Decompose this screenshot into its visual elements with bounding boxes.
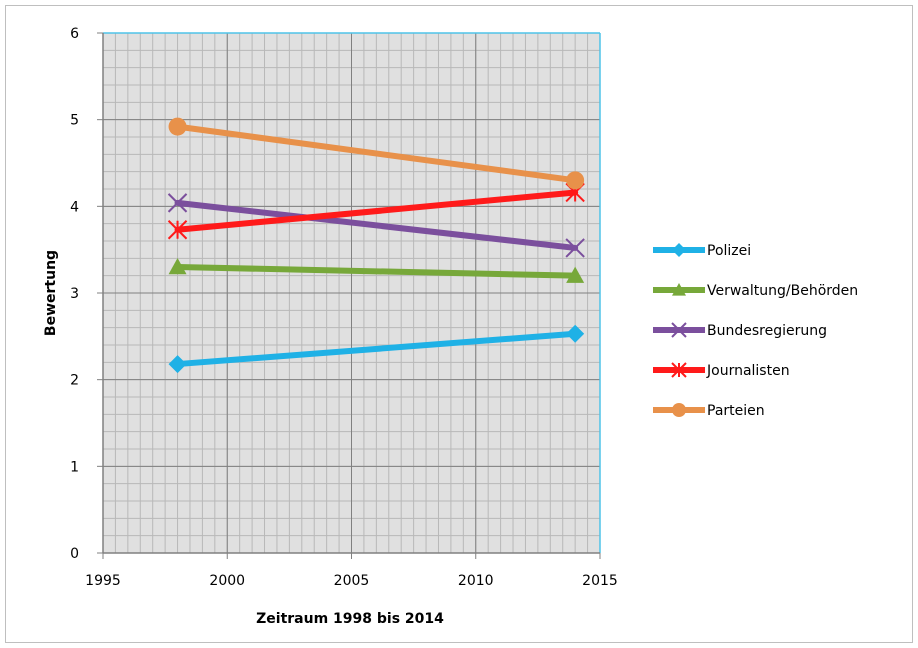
data-point	[167, 193, 188, 213]
y-tick-label: 4	[70, 199, 79, 215]
series-line	[174, 199, 579, 251]
legend-label: Bundesregierung	[707, 323, 827, 339]
y-tick-label: 0	[70, 546, 79, 562]
x-tick-label: 2010	[458, 573, 494, 589]
x-tick-label: 2015	[582, 573, 618, 589]
series-line	[174, 189, 579, 233]
legend-label: Polizei	[707, 243, 751, 259]
x-tick-label: 2000	[209, 573, 245, 589]
data-point	[168, 117, 187, 136]
y-tick-label: 6	[70, 26, 79, 42]
x-axis-title: Zeitraum 1998 bis 2014	[256, 611, 444, 627]
legend-marker	[672, 243, 686, 257]
x-tick-label: 2005	[334, 573, 370, 589]
series-line	[174, 330, 579, 368]
legend-label: Verwaltung/Behörden	[707, 283, 858, 299]
legend-label: Parteien	[707, 403, 765, 419]
data-point	[168, 258, 187, 275]
data-point	[167, 220, 188, 240]
data-point	[565, 238, 585, 258]
y-tick-label: 3	[70, 286, 79, 302]
legend-marker	[672, 283, 686, 296]
series-line	[174, 123, 579, 184]
y-tick-label: 2	[70, 373, 79, 389]
y-tick-label: 5	[70, 113, 79, 129]
data-point	[566, 171, 585, 190]
legend-marker	[671, 322, 687, 338]
legend-label: Journalisten	[706, 363, 790, 379]
y-tick-label: 1	[70, 459, 79, 475]
data-point	[168, 355, 187, 374]
x-tick-label: 1995	[85, 573, 121, 589]
legend-marker	[672, 403, 686, 417]
data-point	[566, 266, 585, 283]
data-point	[566, 324, 585, 343]
legend-marker	[671, 362, 687, 378]
y-axis-title: Bewertung	[43, 250, 59, 336]
series-line	[174, 264, 579, 279]
